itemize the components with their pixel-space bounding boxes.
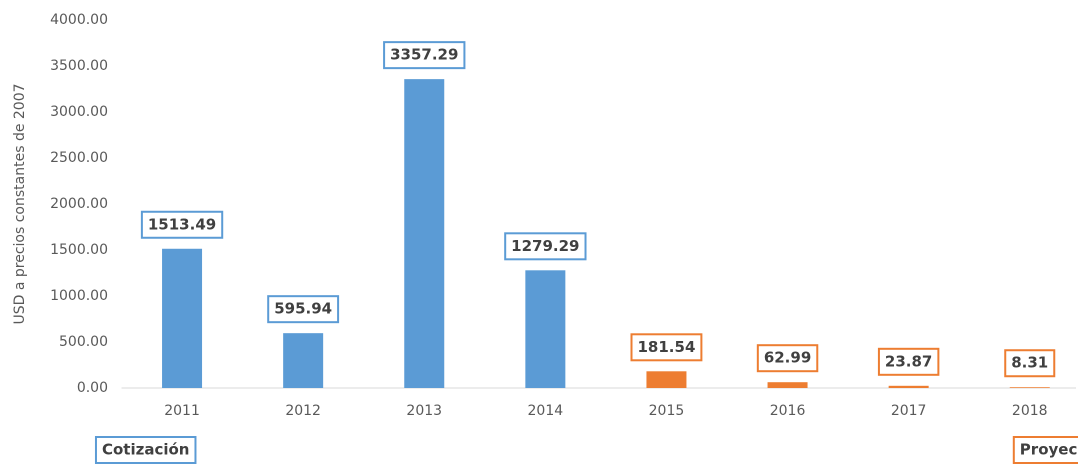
bar xyxy=(162,248,203,388)
bar xyxy=(525,270,566,388)
bar xyxy=(767,382,808,388)
y-tick-label: 2000.00 xyxy=(50,196,108,212)
x-tick-label: 2015 xyxy=(649,403,685,419)
x-tick-label: 2014 xyxy=(528,403,564,419)
legend-entry-box xyxy=(94,436,197,464)
legend-entry: Cotización xyxy=(102,441,190,459)
bar xyxy=(646,371,687,388)
data-label-box xyxy=(1004,349,1056,378)
legend-entry-box xyxy=(1012,436,1078,464)
y-axis-title: USD a precios constantes de 2007 xyxy=(12,83,28,324)
bar xyxy=(283,333,324,388)
y-tick-label: 2500.00 xyxy=(50,150,108,166)
bar xyxy=(404,79,445,388)
y-tick-label: 0.00 xyxy=(77,380,108,396)
y-tick-label: 500.00 xyxy=(59,334,108,350)
data-label-box xyxy=(504,232,587,261)
data-label-box xyxy=(140,210,224,239)
data-label-box xyxy=(630,333,703,362)
data-label-box xyxy=(756,344,819,373)
legend-entry: Proyección xyxy=(1020,441,1078,459)
data-label: 181.54 xyxy=(638,338,696,356)
data-label-box xyxy=(267,295,340,324)
y-tick-label: 3000.00 xyxy=(50,104,108,120)
bar xyxy=(888,385,929,388)
y-tick-label: 3500.00 xyxy=(50,58,108,74)
x-tick-label: 2013 xyxy=(406,403,442,419)
data-label: 62.99 xyxy=(764,349,811,367)
data-label: 1279.29 xyxy=(511,237,579,255)
data-label: 1513.49 xyxy=(148,215,216,233)
bar xyxy=(1009,387,1050,388)
data-label: 595.94 xyxy=(274,300,332,318)
y-tick-label: 1500.00 xyxy=(50,242,108,258)
y-tick-label: 1000.00 xyxy=(50,288,108,304)
y-tick-label: 4000.00 xyxy=(50,12,108,28)
data-label: 3357.29 xyxy=(390,46,458,64)
x-tick-label: 2011 xyxy=(164,403,200,419)
x-tick-label: 2012 xyxy=(285,403,321,419)
data-label: 8.31 xyxy=(1011,354,1048,372)
data-label-box xyxy=(877,347,940,376)
data-label: 23.87 xyxy=(885,352,932,370)
x-tick-label: 2017 xyxy=(891,403,927,419)
x-tick-label: 2016 xyxy=(770,403,806,419)
x-tick-label: 2018 xyxy=(1012,403,1048,419)
data-label-box xyxy=(383,41,466,70)
